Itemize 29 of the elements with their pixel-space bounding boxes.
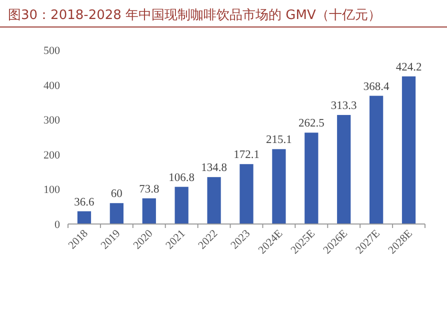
data-label: 262.5 [298, 118, 325, 130]
y-tick-label: 200 [44, 149, 60, 162]
bar [207, 177, 221, 224]
bar [77, 211, 92, 224]
y-tick-label: 300 [44, 114, 60, 127]
bar [402, 76, 416, 224]
bar [110, 203, 124, 224]
data-label: 368.4 [363, 80, 390, 93]
bar [370, 96, 384, 224]
data-label: 106.8 [168, 172, 195, 184]
data-label: 134.8 [201, 162, 228, 174]
data-label: 313.3 [330, 100, 358, 112]
bar [174, 186, 188, 224]
y-tick-label: 0 [54, 219, 60, 231]
data-label: 60 [110, 188, 123, 200]
data-label: 73.8 [139, 183, 160, 196]
bar [337, 114, 351, 224]
bar [304, 132, 318, 224]
bar [142, 198, 156, 224]
y-tick-label: 400 [44, 80, 60, 92]
chart-title: 图30：2018-2028 年中国现制咖啡饮品市场的 GMV（十亿元） [8, 8, 381, 23]
y-tick-label: 100 [44, 184, 60, 196]
bar [272, 149, 286, 224]
data-label: 424.2 [396, 61, 422, 74]
bar [240, 164, 254, 224]
data-label: 36.6 [74, 196, 95, 208]
data-label: 172.1 [234, 149, 260, 162]
y-tick-label: 500 [44, 45, 60, 57]
data-label: 215.1 [266, 134, 292, 146]
